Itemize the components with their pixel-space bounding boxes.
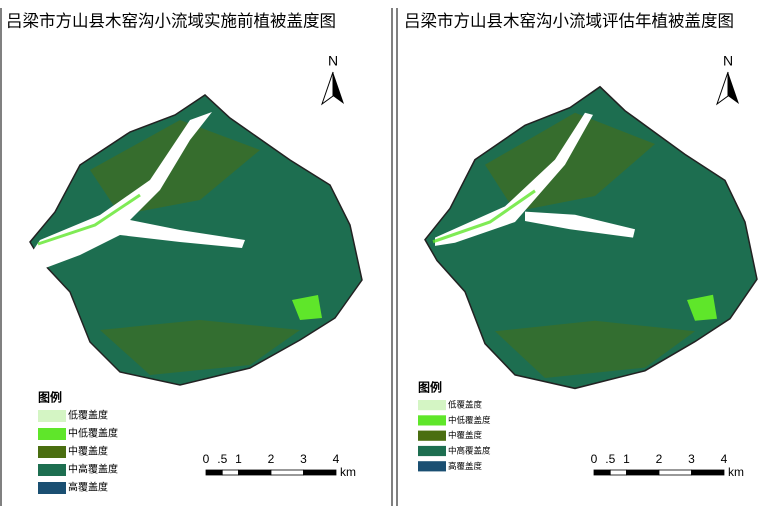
scale-label: 2 xyxy=(268,452,275,466)
north-label: N xyxy=(328,53,338,69)
scale-label: 0 xyxy=(203,452,210,466)
legend-swatch xyxy=(38,446,66,458)
scale-label: 3 xyxy=(300,452,307,466)
north-label: N xyxy=(723,53,733,69)
scale-label: 3 xyxy=(688,452,695,466)
scale-unit: km xyxy=(340,465,356,479)
legend-swatch xyxy=(38,428,66,440)
scale-unit: km xyxy=(728,465,744,479)
legend-label: 中高覆盖度 xyxy=(68,463,118,476)
legend-label: 中高覆盖度 xyxy=(448,446,491,457)
legend-label: 中覆盖度 xyxy=(68,445,108,458)
panel-title: 吕梁市方山县木窑沟小流域实施前植被盖度图 xyxy=(6,12,336,31)
legend-title: 图例 xyxy=(418,380,442,395)
scale-label: 0 xyxy=(591,452,598,466)
panel-title: 吕梁市方山县木窑沟小流域评估年植被盖度图 xyxy=(404,12,734,31)
scale-label: 1 xyxy=(235,452,242,466)
legend-title: 图例 xyxy=(38,390,62,405)
legend-label: 中低覆盖度 xyxy=(68,427,118,440)
legend-swatch xyxy=(418,461,446,471)
scale-segment xyxy=(222,470,238,475)
scale-label: 2 xyxy=(656,452,663,466)
scale-segment xyxy=(271,470,304,475)
scale-segment xyxy=(304,470,337,475)
scale-segment xyxy=(627,470,660,475)
scale-label: 4 xyxy=(721,452,728,466)
scale-label: 1 xyxy=(623,452,630,466)
legend-label: 中低覆盖度 xyxy=(448,415,491,426)
scale-label: .5 xyxy=(605,452,615,466)
scale-segment xyxy=(239,470,272,475)
legend-swatch xyxy=(418,446,446,456)
legend-label: 中覆盖度 xyxy=(448,430,483,441)
scale-label: 4 xyxy=(333,452,340,466)
legend-label: 低覆盖度 xyxy=(68,409,108,422)
legend-swatch xyxy=(418,431,446,441)
scale-segment xyxy=(610,470,626,475)
legend-swatch xyxy=(418,400,446,410)
legend-swatch xyxy=(418,415,446,425)
legend-label: 高覆盖度 xyxy=(68,481,108,494)
scale-segment xyxy=(692,470,725,475)
legend-swatch xyxy=(38,410,66,422)
scale-segment xyxy=(206,470,222,475)
legend-swatch xyxy=(38,464,66,476)
legend-label: 低覆盖度 xyxy=(448,400,483,411)
map-page: 吕梁市方山县木窑沟小流域实施前植被盖度图N图例低覆盖度中低覆盖度中覆盖度中高覆盖… xyxy=(0,0,777,506)
scale-segment xyxy=(594,470,610,475)
legend-swatch xyxy=(38,482,66,494)
scale-label: .5 xyxy=(217,452,227,466)
legend-label: 高覆盖度 xyxy=(448,461,483,472)
scale-segment xyxy=(659,470,692,475)
